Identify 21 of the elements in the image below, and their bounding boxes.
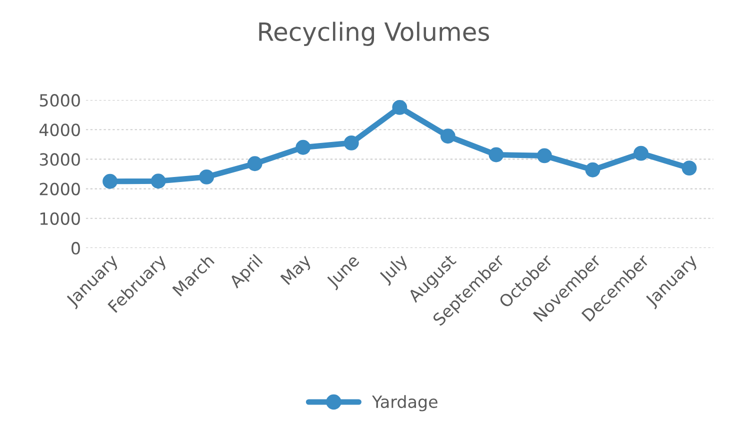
point xyxy=(296,140,311,155)
point xyxy=(102,174,118,189)
y-tick-label: 1000 xyxy=(40,212,80,225)
y-tick-label: 4000 xyxy=(39,124,80,136)
y-tick-label: 0 xyxy=(72,242,80,255)
point xyxy=(440,128,456,144)
point xyxy=(682,160,697,176)
point xyxy=(247,156,262,172)
point xyxy=(536,148,552,164)
point xyxy=(150,174,166,189)
point xyxy=(199,169,214,184)
point xyxy=(634,146,648,161)
y-tick-label: 3000 xyxy=(40,153,80,166)
chart-title: Recycling Volumes xyxy=(259,22,490,46)
y-tick-label: 5000 xyxy=(40,94,80,107)
point xyxy=(392,100,408,115)
point xyxy=(488,147,504,162)
point xyxy=(344,135,359,150)
point xyxy=(585,162,600,178)
y-tick-label: 2000 xyxy=(40,182,80,196)
legend-label: Yardage xyxy=(372,395,438,412)
